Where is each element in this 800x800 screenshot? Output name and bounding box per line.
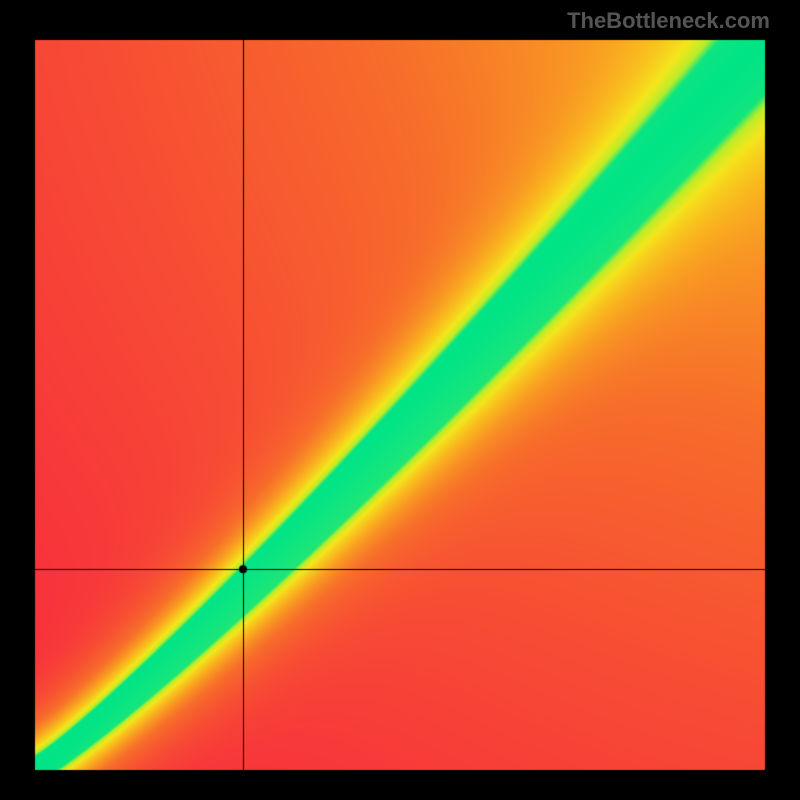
bottleneck-heatmap: [0, 0, 800, 800]
watermark-text: TheBottleneck.com: [567, 8, 770, 34]
chart-container: TheBottleneck.com: [0, 0, 800, 800]
